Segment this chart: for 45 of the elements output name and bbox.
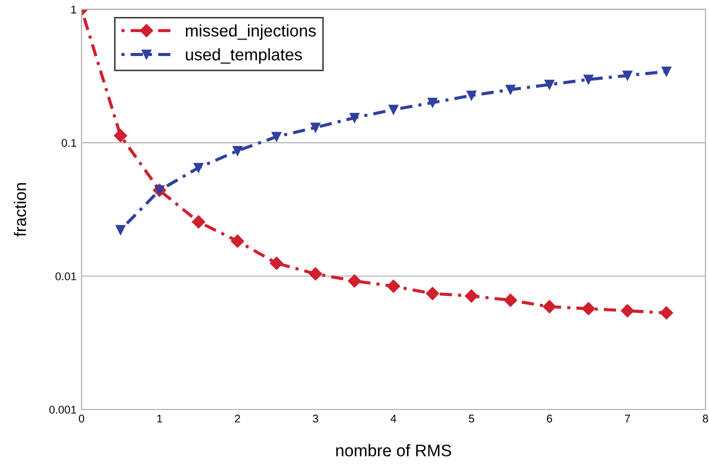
x-tick-label: 1	[157, 414, 162, 422]
x-tick-label: 8	[702, 414, 708, 423]
x-axis-title: nombre of RMS	[336, 444, 452, 456]
point	[272, 132, 282, 142]
y-tick-label: 1	[71, 6, 76, 14]
point	[116, 225, 126, 235]
point	[270, 256, 284, 270]
point	[506, 84, 516, 95]
point	[310, 122, 320, 132]
point	[230, 234, 244, 248]
legend-label: missed_injections	[186, 24, 316, 40]
point	[504, 294, 518, 307]
x-tick-label: 3	[312, 414, 318, 423]
point	[662, 66, 672, 76]
y-axis-title: fraction	[14, 183, 26, 237]
point	[386, 280, 400, 293]
point	[622, 70, 632, 80]
x-tick-label: 4	[390, 414, 396, 422]
point	[544, 80, 554, 90]
legend-label: used_templates	[186, 48, 302, 64]
point	[350, 112, 360, 123]
x-tick-label: 5	[468, 414, 474, 423]
point	[466, 90, 476, 100]
point	[348, 274, 362, 288]
point	[114, 129, 128, 142]
point	[660, 306, 674, 320]
x-tick-label: 2	[234, 414, 240, 422]
point	[308, 267, 322, 280]
point	[388, 104, 398, 115]
point	[464, 289, 478, 303]
point	[620, 304, 634, 318]
point	[542, 300, 556, 314]
y-tick-label: 0.01	[55, 272, 76, 280]
point	[232, 146, 242, 156]
point	[192, 215, 206, 228]
point	[428, 98, 438, 108]
y-tick-label: 0.001	[49, 406, 76, 414]
point	[584, 74, 594, 84]
y-tick-label: 0.1	[62, 139, 76, 147]
x-tick-label: 6	[546, 414, 552, 423]
x-tick-label: 7	[624, 414, 630, 422]
x-tick-label: 0	[78, 414, 84, 423]
point	[194, 162, 204, 173]
point	[582, 302, 596, 316]
point	[426, 286, 440, 300]
